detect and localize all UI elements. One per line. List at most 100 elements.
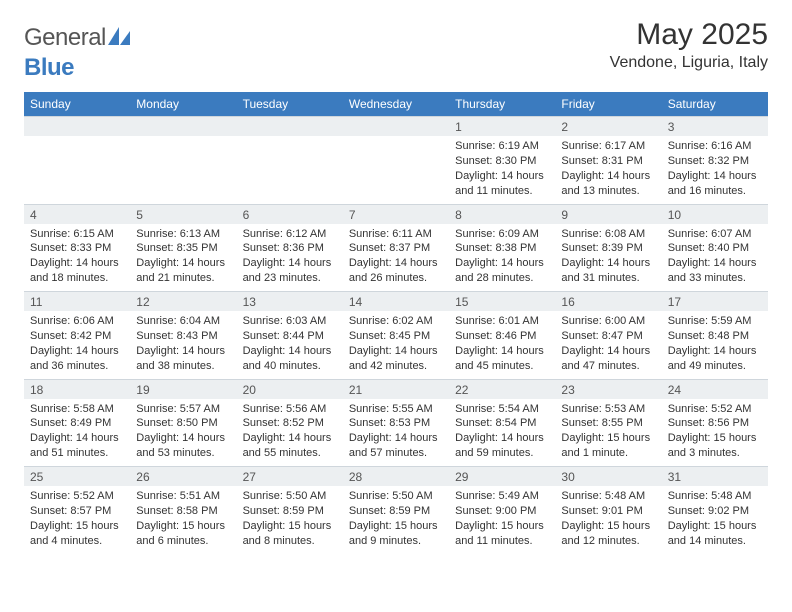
- day-data-cell: Sunrise: 6:17 AMSunset: 8:31 PMDaylight:…: [555, 136, 661, 204]
- daylight-line: Daylight: 14 hours and 40 minutes.: [243, 344, 337, 374]
- sunrise-line: Sunrise: 5:58 AM: [30, 402, 124, 417]
- day-number-cell: 16: [555, 292, 661, 312]
- day-data-cell: Sunrise: 5:54 AMSunset: 8:54 PMDaylight:…: [449, 399, 555, 467]
- daylight-line: Daylight: 14 hours and 33 minutes.: [668, 256, 762, 286]
- sunrise-line: Sunrise: 5:55 AM: [349, 402, 443, 417]
- daylight-line: Daylight: 14 hours and 59 minutes.: [455, 431, 549, 461]
- sunset-line: Sunset: 8:44 PM: [243, 329, 337, 344]
- day-number-cell: 31: [662, 467, 768, 487]
- day-number-cell: 22: [449, 379, 555, 399]
- sunset-line: Sunset: 8:36 PM: [243, 241, 337, 256]
- sunset-line: Sunset: 8:32 PM: [668, 154, 762, 169]
- sunset-line: Sunset: 8:35 PM: [136, 241, 230, 256]
- sunrise-line: Sunrise: 6:15 AM: [30, 227, 124, 242]
- day-number-cell: 21: [343, 379, 449, 399]
- sunset-line: Sunset: 8:52 PM: [243, 416, 337, 431]
- sunrise-line: Sunrise: 6:12 AM: [243, 227, 337, 242]
- month-title: May 2025: [610, 18, 768, 52]
- day-data-cell: Sunrise: 5:57 AMSunset: 8:50 PMDaylight:…: [130, 399, 236, 467]
- sunset-line: Sunset: 8:45 PM: [349, 329, 443, 344]
- daylight-line: Daylight: 14 hours and 55 minutes.: [243, 431, 337, 461]
- daylight-line: Daylight: 15 hours and 6 minutes.: [136, 519, 230, 549]
- day-data-cell: Sunrise: 5:52 AMSunset: 8:56 PMDaylight:…: [662, 399, 768, 467]
- day-number-cell: 15: [449, 292, 555, 312]
- daylight-line: Daylight: 14 hours and 57 minutes.: [349, 431, 443, 461]
- sunrise-line: Sunrise: 6:09 AM: [455, 227, 549, 242]
- sunrise-line: Sunrise: 6:08 AM: [561, 227, 655, 242]
- sunrise-line: Sunrise: 6:17 AM: [561, 139, 655, 154]
- sunrise-line: Sunrise: 6:02 AM: [349, 314, 443, 329]
- day-number-cell: [343, 117, 449, 137]
- sunrise-line: Sunrise: 5:48 AM: [668, 489, 762, 504]
- sunrise-line: Sunrise: 5:59 AM: [668, 314, 762, 329]
- calendar-page: GeneralBlue May 2025 Vendone, Liguria, I…: [0, 0, 792, 612]
- sunrise-line: Sunrise: 5:57 AM: [136, 402, 230, 417]
- day-data-cell: Sunrise: 5:49 AMSunset: 9:00 PMDaylight:…: [449, 486, 555, 554]
- daylight-line: Daylight: 15 hours and 4 minutes.: [30, 519, 124, 549]
- day-data-cell: Sunrise: 6:09 AMSunset: 8:38 PMDaylight:…: [449, 224, 555, 292]
- daylight-line: Daylight: 14 hours and 53 minutes.: [136, 431, 230, 461]
- calendar-table: SundayMondayTuesdayWednesdayThursdayFrid…: [24, 92, 768, 554]
- day-data-cell: Sunrise: 6:06 AMSunset: 8:42 PMDaylight:…: [24, 311, 130, 379]
- daylight-line: Daylight: 14 hours and 51 minutes.: [30, 431, 124, 461]
- sunset-line: Sunset: 8:47 PM: [561, 329, 655, 344]
- day-data-cell: Sunrise: 6:15 AMSunset: 8:33 PMDaylight:…: [24, 224, 130, 292]
- sunset-line: Sunset: 8:50 PM: [136, 416, 230, 431]
- day-number-cell: 13: [237, 292, 343, 312]
- day-data-cell: [237, 136, 343, 204]
- daylight-line: Daylight: 14 hours and 38 minutes.: [136, 344, 230, 374]
- sunrise-line: Sunrise: 5:48 AM: [561, 489, 655, 504]
- day-number-cell: 5: [130, 204, 236, 224]
- sunrise-line: Sunrise: 5:49 AM: [455, 489, 549, 504]
- day-number-cell: 14: [343, 292, 449, 312]
- daylight-line: Daylight: 15 hours and 3 minutes.: [668, 431, 762, 461]
- day-number-cell: 26: [130, 467, 236, 487]
- day-number-cell: 2: [555, 117, 661, 137]
- day-data-cell: Sunrise: 6:07 AMSunset: 8:40 PMDaylight:…: [662, 224, 768, 292]
- sunrise-line: Sunrise: 6:01 AM: [455, 314, 549, 329]
- day-data-cell: Sunrise: 5:48 AMSunset: 9:01 PMDaylight:…: [555, 486, 661, 554]
- day-data-cell: Sunrise: 6:01 AMSunset: 8:46 PMDaylight:…: [449, 311, 555, 379]
- logo-text: GeneralBlue: [24, 24, 130, 82]
- sunrise-line: Sunrise: 5:51 AM: [136, 489, 230, 504]
- daylight-line: Daylight: 14 hours and 42 minutes.: [349, 344, 443, 374]
- day-number-cell: 10: [662, 204, 768, 224]
- sunrise-line: Sunrise: 6:06 AM: [30, 314, 124, 329]
- day-number-cell: [24, 117, 130, 137]
- weekday-header: Saturday: [662, 92, 768, 117]
- day-data-cell: [343, 136, 449, 204]
- daylight-line: Daylight: 15 hours and 14 minutes.: [668, 519, 762, 549]
- day-data-cell: [130, 136, 236, 204]
- day-number-cell: 18: [24, 379, 130, 399]
- day-data-cell: Sunrise: 5:52 AMSunset: 8:57 PMDaylight:…: [24, 486, 130, 554]
- day-data-row: Sunrise: 5:58 AMSunset: 8:49 PMDaylight:…: [24, 399, 768, 467]
- day-number-cell: 27: [237, 467, 343, 487]
- sunset-line: Sunset: 8:53 PM: [349, 416, 443, 431]
- sunset-line: Sunset: 8:30 PM: [455, 154, 549, 169]
- day-data-row: Sunrise: 6:15 AMSunset: 8:33 PMDaylight:…: [24, 224, 768, 292]
- day-data-cell: Sunrise: 5:55 AMSunset: 8:53 PMDaylight:…: [343, 399, 449, 467]
- day-number-cell: [237, 117, 343, 137]
- sunrise-line: Sunrise: 6:11 AM: [349, 227, 443, 242]
- day-data-cell: Sunrise: 5:56 AMSunset: 8:52 PMDaylight:…: [237, 399, 343, 467]
- sunrise-line: Sunrise: 6:04 AM: [136, 314, 230, 329]
- day-data-cell: Sunrise: 6:12 AMSunset: 8:36 PMDaylight:…: [237, 224, 343, 292]
- sunset-line: Sunset: 8:55 PM: [561, 416, 655, 431]
- sunrise-line: Sunrise: 5:53 AM: [561, 402, 655, 417]
- daylight-line: Daylight: 14 hours and 36 minutes.: [30, 344, 124, 374]
- day-number-cell: 29: [449, 467, 555, 487]
- day-number-cell: 19: [130, 379, 236, 399]
- day-data-cell: Sunrise: 6:19 AMSunset: 8:30 PMDaylight:…: [449, 136, 555, 204]
- day-number-cell: 17: [662, 292, 768, 312]
- weekday-header: Thursday: [449, 92, 555, 117]
- daylight-line: Daylight: 14 hours and 16 minutes.: [668, 169, 762, 199]
- daylight-line: Daylight: 14 hours and 49 minutes.: [668, 344, 762, 374]
- sunset-line: Sunset: 8:54 PM: [455, 416, 549, 431]
- sunrise-line: Sunrise: 5:50 AM: [349, 489, 443, 504]
- sunrise-line: Sunrise: 5:56 AM: [243, 402, 337, 417]
- sunset-line: Sunset: 8:59 PM: [243, 504, 337, 519]
- day-number-cell: 3: [662, 117, 768, 137]
- logo: GeneralBlue: [24, 18, 130, 82]
- weekday-header-row: SundayMondayTuesdayWednesdayThursdayFrid…: [24, 92, 768, 117]
- sunset-line: Sunset: 8:42 PM: [30, 329, 124, 344]
